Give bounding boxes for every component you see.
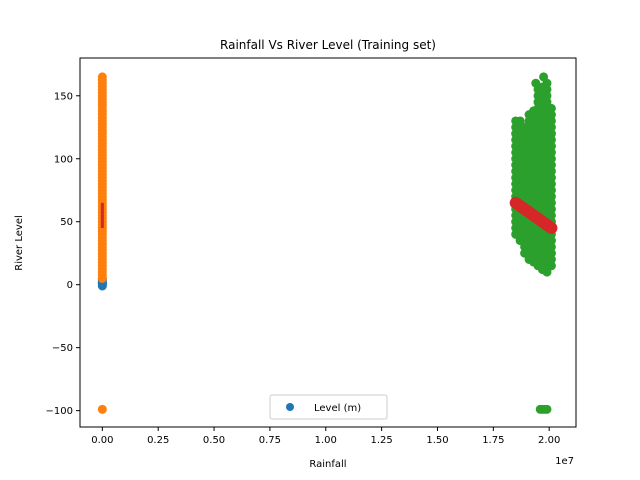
y-tick-label: 100 — [54, 154, 73, 165]
series-3-point — [542, 91, 552, 101]
series-3-point — [546, 166, 556, 176]
series-3-point — [546, 198, 556, 208]
x-axis-offset-label: 1e7 — [555, 456, 574, 467]
series-3-point — [546, 261, 556, 271]
x-tick-label: 1.75 — [482, 435, 504, 446]
x-tick-label: 1.25 — [370, 435, 392, 446]
x-tick-label: 2.00 — [538, 435, 560, 446]
y-tick-label: −100 — [46, 406, 73, 417]
series-3-point — [546, 129, 556, 139]
y-tick-label: 150 — [54, 91, 73, 102]
series-3-point — [546, 135, 556, 145]
legend-box — [269, 394, 388, 420]
x-tick-label: 1.50 — [426, 435, 448, 446]
chart-title: Rainfall Vs River Level (Training set) — [220, 38, 436, 52]
series-3-point — [546, 173, 556, 183]
series-3-point — [546, 255, 556, 265]
series-3-point — [546, 185, 556, 195]
series-3-point — [515, 116, 525, 126]
x-tick-label: 0.50 — [203, 435, 225, 446]
series-3-point — [546, 204, 556, 214]
series-3-point — [546, 179, 556, 189]
y-axis-label: River Level — [14, 215, 25, 270]
x-axis-label: Rainfall — [309, 459, 346, 470]
y-tick-label: 50 — [60, 217, 73, 228]
series-3-point — [546, 248, 556, 258]
legend-entry-label: Level (m) — [314, 403, 361, 414]
series-2-point — [97, 72, 107, 82]
y-tick-label: 0 — [67, 280, 73, 291]
series-3-point — [546, 141, 556, 151]
x-tick-label: 1.00 — [315, 435, 337, 446]
series-3-point — [531, 78, 541, 88]
series-3-point — [542, 84, 552, 94]
series-3-point — [546, 103, 556, 113]
legend: Level (m) — [269, 394, 388, 420]
series-3-point — [546, 154, 556, 164]
series-3-point — [542, 267, 552, 277]
plot-marks — [97, 72, 558, 414]
series-3-point — [546, 242, 556, 252]
y-axis-ticks: −100 −50 0 50 100 150 — [46, 91, 80, 417]
x-tick-label: 0.00 — [91, 435, 113, 446]
series-3-point — [546, 110, 556, 120]
series-3-point — [539, 72, 549, 82]
y-tick-label: −50 — [52, 343, 73, 354]
x-tick-label: 0.75 — [259, 435, 281, 446]
series-3-point — [546, 160, 556, 170]
legend-marker — [286, 403, 294, 411]
series-3-point — [546, 236, 556, 246]
series-3-point — [546, 116, 556, 126]
series-4-line — [509, 196, 558, 235]
series-3-point — [546, 147, 556, 157]
x-tick-label: 0.25 — [147, 435, 169, 446]
series-3-point — [546, 210, 556, 220]
plot-frame — [79, 57, 577, 428]
series-3-point — [542, 404, 552, 414]
x-axis-ticks: 0.00 0.25 0.50 0.75 1.00 1.25 1.50 1.75 2.00 — [91, 427, 560, 446]
series-2-point — [97, 404, 107, 414]
series-3-point — [542, 97, 552, 107]
series-3-point — [546, 122, 556, 132]
series-3-point — [546, 192, 556, 202]
